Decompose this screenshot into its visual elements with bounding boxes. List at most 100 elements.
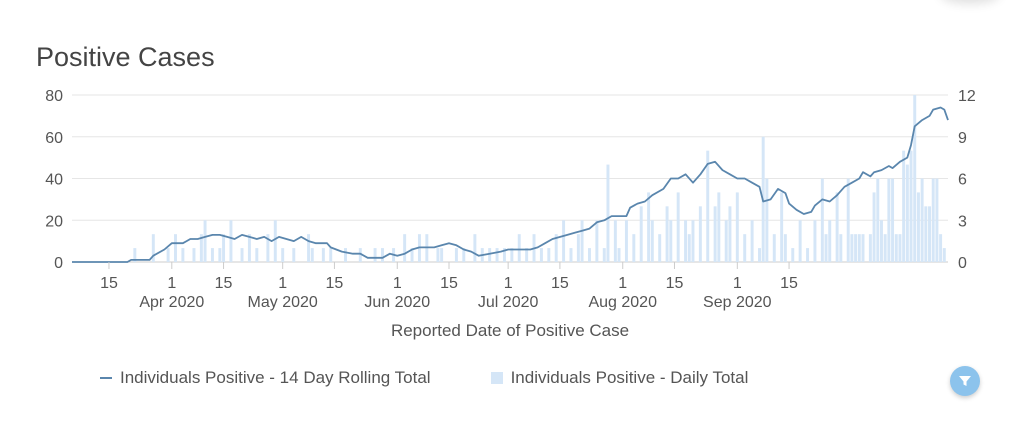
daily-total-bar[interactable] — [403, 234, 407, 262]
daily-total-bar[interactable] — [905, 164, 909, 262]
daily-total-bar[interactable] — [440, 248, 444, 262]
daily-total-bar[interactable] — [307, 234, 311, 262]
daily-total-bar[interactable] — [576, 234, 580, 262]
daily-total-bar[interactable] — [839, 234, 843, 262]
daily-total-bar[interactable] — [931, 178, 935, 263]
daily-total-bar[interactable] — [916, 192, 920, 262]
daily-total-bar[interactable] — [192, 248, 196, 262]
filter-button[interactable] — [950, 366, 980, 396]
daily-total-bar[interactable] — [292, 248, 296, 262]
legend-item-daily-total[interactable]: Individuals Positive - Daily Total — [490, 368, 748, 388]
rolling-total-line[interactable] — [72, 106, 949, 263]
daily-total-bar[interactable] — [525, 248, 529, 262]
daily-total-bar[interactable] — [942, 248, 946, 262]
daily-total-bar[interactable] — [780, 192, 784, 262]
daily-total-bar[interactable] — [713, 206, 717, 262]
daily-total-bar[interactable] — [436, 248, 440, 262]
daily-total-bar[interactable] — [229, 220, 233, 262]
daily-total-bar[interactable] — [240, 248, 244, 262]
daily-total-bar[interactable] — [321, 248, 325, 262]
daily-total-bar[interactable] — [562, 220, 566, 262]
daily-total-bar[interactable] — [698, 206, 702, 262]
daily-total-bar[interactable] — [151, 234, 155, 262]
daily-total-bar[interactable] — [410, 248, 414, 262]
daily-total-bar[interactable] — [691, 220, 695, 262]
daily-total-bar[interactable] — [358, 248, 362, 262]
daily-total-bar[interactable] — [735, 192, 739, 262]
daily-total-bar[interactable] — [329, 248, 333, 262]
daily-total-bar[interactable] — [488, 248, 492, 262]
daily-total-bar[interactable] — [462, 248, 466, 262]
daily-total-bar[interactable] — [913, 95, 917, 262]
daily-total-bar[interactable] — [902, 150, 906, 262]
daily-total-bar[interactable] — [935, 178, 939, 263]
daily-total-bar[interactable] — [181, 248, 185, 262]
daily-total-bar[interactable] — [247, 234, 251, 262]
daily-total-bar[interactable] — [580, 220, 584, 262]
daily-total-bar[interactable] — [798, 220, 802, 262]
daily-total-bar[interactable] — [772, 234, 776, 262]
daily-total-bar[interactable] — [273, 220, 277, 262]
daily-total-bar[interactable] — [473, 234, 477, 262]
daily-total-bar[interactable] — [669, 220, 673, 262]
daily-total-bar[interactable] — [850, 234, 854, 262]
daily-total-bar[interactable] — [894, 234, 898, 262]
daily-total-bar[interactable] — [891, 178, 895, 263]
daily-total-bar[interactable] — [606, 164, 610, 262]
daily-total-bar[interactable] — [218, 248, 222, 262]
daily-total-bar[interactable] — [813, 220, 817, 262]
daily-total-bar[interactable] — [203, 220, 207, 262]
daily-total-bar[interactable] — [724, 220, 728, 262]
daily-total-bar[interactable] — [765, 178, 769, 263]
daily-total-bar[interactable] — [199, 234, 203, 262]
daily-total-bar[interactable] — [647, 192, 651, 262]
daily-total-bar[interactable] — [617, 248, 621, 262]
daily-total-bar[interactable] — [791, 248, 795, 262]
daily-total-bar[interactable] — [758, 248, 761, 262]
daily-total-bar[interactable] — [310, 248, 314, 262]
daily-total-bar[interactable] — [676, 192, 680, 262]
daily-total-bar[interactable] — [820, 178, 824, 263]
daily-total-bar[interactable] — [939, 234, 943, 262]
daily-total-bar[interactable] — [587, 248, 591, 262]
daily-total-bar[interactable] — [554, 234, 558, 262]
daily-total-bar[interactable] — [517, 234, 521, 262]
daily-total-bar[interactable] — [920, 178, 924, 263]
daily-total-bar[interactable] — [166, 248, 170, 262]
daily-total-bar[interactable] — [547, 248, 551, 262]
daily-total-bar[interactable] — [639, 206, 643, 262]
daily-total-bar[interactable] — [133, 248, 137, 262]
daily-total-bar[interactable] — [539, 248, 543, 262]
daily-total-bar[interactable] — [687, 234, 691, 262]
daily-total-bar[interactable] — [502, 248, 506, 262]
daily-total-bar[interactable] — [624, 220, 628, 262]
daily-total-bar[interactable] — [510, 248, 514, 262]
daily-total-bar[interactable] — [281, 248, 285, 262]
daily-total-bar[interactable] — [373, 248, 377, 262]
legend-item-rolling-total[interactable]: Individuals Positive - 14 Day Rolling To… — [100, 368, 431, 388]
daily-total-bar[interactable] — [898, 234, 902, 262]
daily-total-bar[interactable] — [210, 248, 214, 262]
daily-total-bar[interactable] — [928, 206, 931, 262]
daily-total-bar[interactable] — [876, 178, 880, 263]
daily-total-bar[interactable] — [344, 248, 347, 262]
daily-total-bar[interactable] — [835, 192, 839, 262]
daily-total-bar[interactable] — [924, 206, 928, 262]
daily-total-bar[interactable] — [595, 220, 599, 262]
daily-total-bar[interactable] — [706, 150, 710, 262]
daily-total-bar[interactable] — [381, 248, 384, 262]
daily-total-bar[interactable] — [684, 220, 688, 262]
daily-total-bar[interactable] — [632, 234, 636, 262]
daily-total-bar[interactable] — [883, 234, 887, 262]
daily-total-bar[interactable] — [868, 234, 872, 262]
daily-total-bar[interactable] — [658, 234, 662, 262]
daily-total-bar[interactable] — [255, 248, 259, 262]
daily-total-bar[interactable] — [454, 248, 458, 262]
daily-total-bar[interactable] — [174, 234, 177, 262]
daily-total-bar[interactable] — [824, 234, 828, 262]
daily-total-bar[interactable] — [650, 220, 654, 262]
daily-total-bar[interactable] — [266, 234, 270, 262]
daily-total-bar[interactable] — [861, 234, 865, 262]
daily-total-bar[interactable] — [879, 220, 883, 262]
daily-total-bar[interactable] — [717, 192, 721, 262]
